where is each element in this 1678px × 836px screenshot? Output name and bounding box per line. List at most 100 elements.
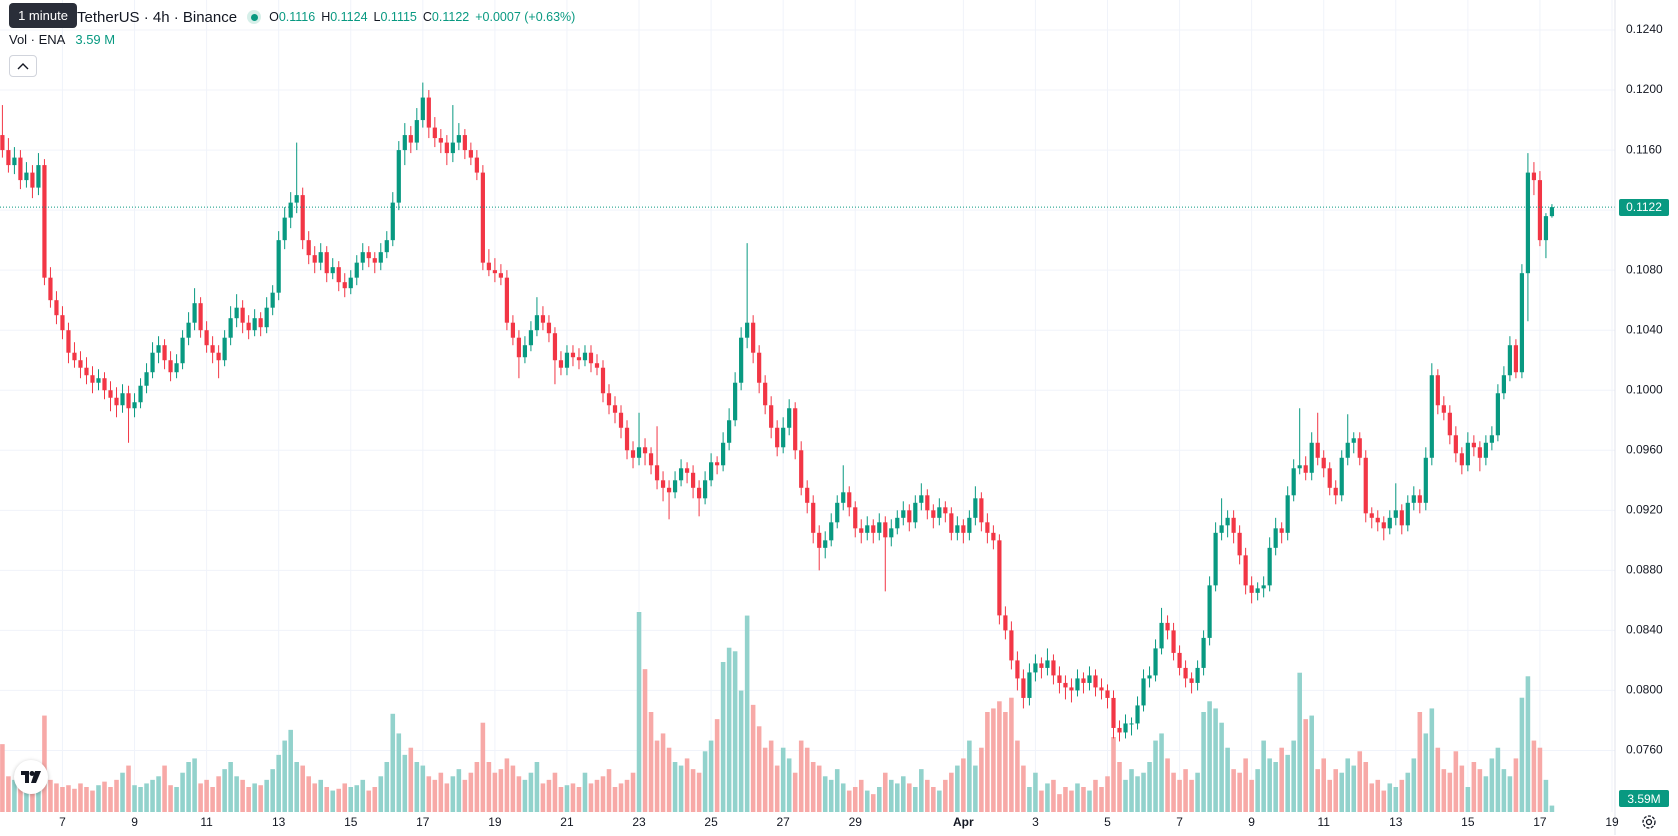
candle-body xyxy=(955,525,960,533)
candle-body xyxy=(1351,438,1356,443)
volume-bar xyxy=(702,751,708,812)
volume-bar xyxy=(492,772,498,812)
candle-body xyxy=(1549,207,1555,217)
volume-bar xyxy=(306,776,311,812)
candle-body xyxy=(414,120,419,143)
candle-body xyxy=(1147,675,1152,679)
candle-body xyxy=(1111,697,1116,728)
candle-body xyxy=(396,150,401,203)
volume-bar xyxy=(1201,712,1206,812)
volume-bar xyxy=(1363,762,1369,812)
volume-bar xyxy=(973,765,978,812)
candle-body xyxy=(408,135,413,143)
volume-bar xyxy=(1099,787,1104,812)
volume-bar xyxy=(1195,772,1200,812)
volume-bar xyxy=(372,787,378,812)
candle-body xyxy=(1423,457,1428,503)
candle-body xyxy=(931,510,936,518)
candle-body xyxy=(12,157,17,166)
last-price-tag: 0.1122 xyxy=(1619,198,1669,216)
candle-body xyxy=(979,498,984,523)
volume-bar xyxy=(1513,758,1519,812)
candle-body xyxy=(913,502,918,523)
volume-bar xyxy=(246,787,251,812)
x-tick-label: 11 xyxy=(1317,815,1330,829)
candle-body xyxy=(72,352,77,361)
volume-bar xyxy=(1237,772,1242,812)
candle-body xyxy=(1141,678,1146,706)
logo[interactable] xyxy=(14,760,48,794)
candle-body xyxy=(336,267,341,283)
volume-bar xyxy=(1417,712,1423,812)
symbol-title[interactable]: TetherUS · 4h · Binance xyxy=(77,8,238,26)
candle-body xyxy=(1003,615,1008,631)
candle-body xyxy=(883,522,888,538)
candle-body xyxy=(1081,678,1086,683)
volume-bar xyxy=(997,701,1002,812)
x-tick-label: 9 xyxy=(1248,815,1255,829)
candle-body xyxy=(276,240,281,293)
volume-bar xyxy=(654,740,660,812)
candle-body xyxy=(1153,648,1158,676)
volume-bar xyxy=(264,779,269,812)
volume-bar xyxy=(480,722,486,812)
candle-body xyxy=(330,267,335,274)
volume-bar xyxy=(162,765,167,812)
candle-body xyxy=(444,142,449,154)
volume-bar xyxy=(1135,776,1140,812)
volume-bar xyxy=(1519,697,1525,812)
candle-body xyxy=(210,345,215,353)
volume-bar xyxy=(907,783,912,812)
collapse-button[interactable] xyxy=(9,55,37,77)
candle-body xyxy=(937,507,942,518)
volume-bar xyxy=(1447,772,1453,812)
volume-bar xyxy=(882,772,888,812)
candle-body xyxy=(1231,517,1236,533)
volume-bar xyxy=(1471,762,1477,812)
market-status[interactable] xyxy=(247,10,262,24)
volume-bar xyxy=(678,765,684,812)
x-tick-label: 5 xyxy=(1104,815,1111,829)
candle-body xyxy=(1303,465,1308,473)
candle-body xyxy=(456,135,461,143)
candle-body xyxy=(1357,438,1362,458)
candle-body xyxy=(1237,532,1242,556)
volume-bar xyxy=(1147,762,1152,812)
volume-bar xyxy=(528,772,534,812)
candle-body xyxy=(474,157,479,173)
volume-bar xyxy=(0,744,5,812)
volume-bar xyxy=(192,758,197,812)
candle-body xyxy=(300,195,305,241)
volume-bar xyxy=(1015,740,1020,812)
volume-bar xyxy=(913,787,918,812)
candle-body xyxy=(901,510,906,518)
volume-bar xyxy=(96,785,101,812)
volume-bar xyxy=(1303,719,1308,812)
volume-bar xyxy=(786,758,792,812)
candle-body xyxy=(138,385,143,403)
candle-body xyxy=(504,277,510,323)
candle-body xyxy=(432,127,437,139)
volume-bar xyxy=(276,754,281,812)
candle-body xyxy=(1195,667,1200,683)
candle-body xyxy=(162,345,167,361)
volume-bar xyxy=(1045,783,1050,812)
volume-bar xyxy=(18,772,23,812)
candle-body xyxy=(871,525,876,533)
candle-body xyxy=(90,375,95,383)
volume-bar xyxy=(1477,769,1483,812)
volume-bar xyxy=(444,783,450,812)
candle-body xyxy=(835,502,840,523)
y-tick-label: 0.0880 xyxy=(1626,563,1663,577)
candle-body xyxy=(1087,675,1092,683)
candle-body xyxy=(120,393,125,406)
candle-body xyxy=(1339,457,1344,496)
logo-icon xyxy=(21,771,41,783)
candle-body xyxy=(1387,517,1392,529)
settings-button[interactable] xyxy=(1640,813,1658,831)
candle-body xyxy=(510,322,516,338)
candle-body xyxy=(1027,672,1032,698)
volume-bar xyxy=(60,787,65,812)
volume-bar xyxy=(828,779,834,812)
volume-bar xyxy=(768,740,774,812)
